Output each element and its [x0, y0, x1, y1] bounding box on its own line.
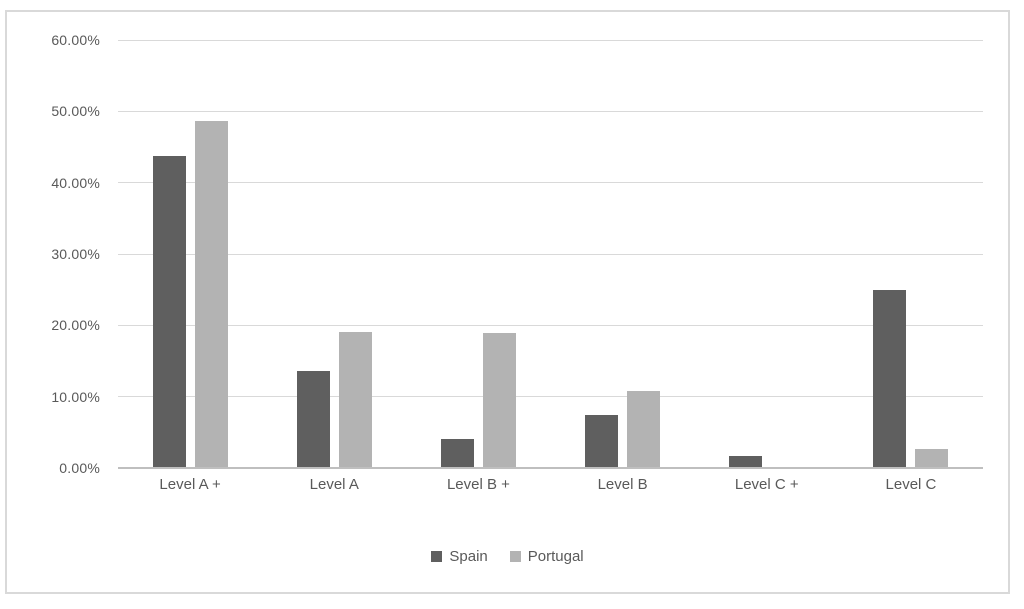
bar-spain-level-c: [729, 455, 763, 468]
y-axis-tick-label: 10.00%: [51, 388, 100, 405]
bar-group-level-c: [839, 40, 983, 468]
x-axis-labels: Level A + Level A Level B + Level B Level C …: [118, 476, 983, 493]
bar-spain-level-a: [296, 371, 330, 468]
bar-group-level-a: [118, 40, 262, 468]
gridline-10pct: [118, 396, 983, 398]
y-axis-tick-label: 30.00%: [51, 246, 100, 262]
bar-group-level-c: [695, 40, 839, 468]
gridline-20pct: [118, 324, 983, 326]
x-axis-line: [118, 467, 983, 469]
bar-spain-level-c: [873, 289, 907, 468]
gridline-60pct: [118, 39, 983, 41]
x-axis-label-level-b: Level B +: [446, 476, 510, 493]
bar-spain-level-a: [152, 155, 186, 468]
x-axis-label-level-a: Level A: [309, 476, 359, 493]
legend-swatch-icon-spain: [431, 551, 443, 562]
x-axis-label-level-b: Level B: [597, 476, 648, 493]
y-axis-tick-label: 0.00%: [59, 460, 100, 476]
y-axis-tick-label: 40.00%: [51, 174, 100, 191]
bar-portugal-level-a: [194, 121, 228, 468]
x-axis-label-level-c: Level C: [885, 476, 937, 493]
gridline-30pct: [118, 253, 983, 255]
bar-spain-level-b: [440, 439, 474, 468]
chart-frame: 0.00% 10.00% 20.00% 30.00% 40.00% 50.00% 60.00…: [5, 10, 1010, 594]
bar-portugal-level-c: [915, 448, 949, 468]
bar-group-level-a: [262, 40, 406, 468]
legend-item-spain: Spain: [431, 548, 488, 565]
y-axis-tick-label: 20.00%: [51, 317, 100, 334]
legend-swatch-icon-portugal: [509, 551, 521, 562]
bar-portugal-level-a: [338, 332, 372, 468]
y-axis-tick-label: 60.00%: [51, 32, 100, 48]
gridline-40pct: [118, 182, 983, 184]
legend: Spain Portugal: [7, 548, 1008, 565]
y-axis-tick-label: 50.00%: [51, 103, 100, 120]
bar-portugal-level-b: [627, 390, 661, 468]
bar-group-level-b: [551, 40, 695, 468]
legend-item-portugal: Portugal: [509, 548, 584, 565]
legend-label-spain: Spain: [449, 548, 488, 565]
plot-area: 0.00% 10.00% 20.00% 30.00% 40.00% 50.00% 60.00…: [7, 12, 1008, 592]
bar-portugal-level-b: [482, 333, 516, 468]
x-axis-label-level-c: Level C +: [734, 476, 799, 493]
gridline-50pct: [118, 110, 983, 112]
x-axis-label-level-a: Level A +: [159, 476, 221, 493]
legend-label-portugal: Portugal: [527, 548, 584, 565]
bars-area: [118, 40, 983, 468]
bar-spain-level-b: [585, 414, 619, 468]
bar-group-level-b: [406, 40, 550, 468]
